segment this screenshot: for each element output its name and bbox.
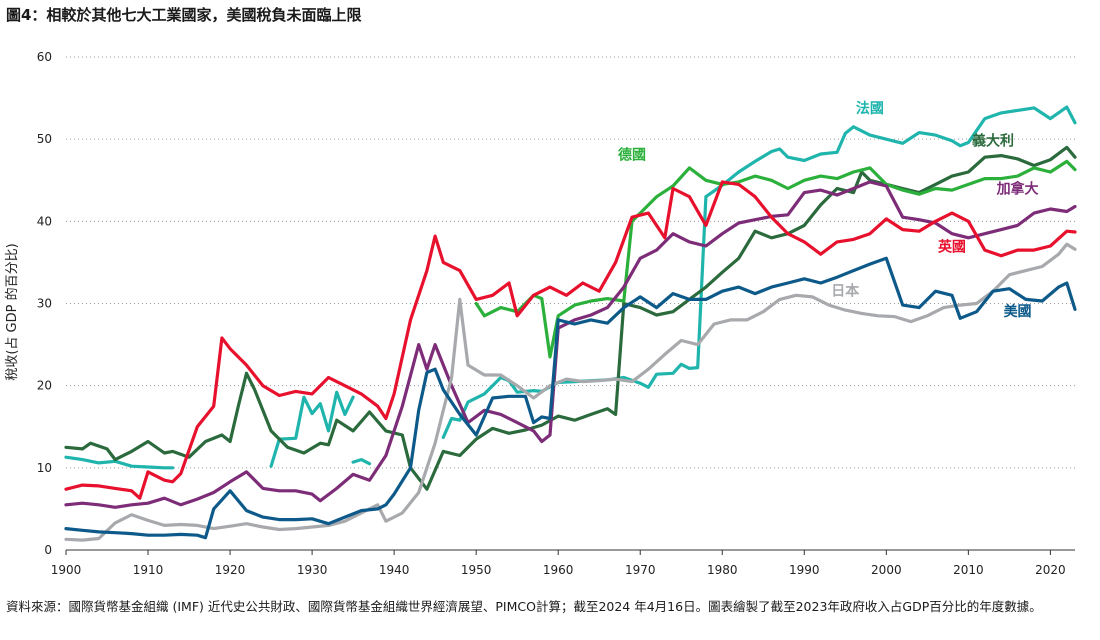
series-line-5-0	[64, 242, 1077, 542]
x-tick-label: 1910	[133, 563, 164, 577]
chart-title: 圖4：相較於其他七大工業國家，美國稅負未面臨上限	[6, 6, 362, 24]
series-label: 義大利	[972, 133, 1014, 150]
grid-lines	[66, 56, 1075, 469]
series-line-4-0	[64, 180, 1077, 500]
x-tick-label: 1930	[297, 563, 328, 577]
series-line-0-0	[64, 455, 175, 470]
y-tick-label: 50	[37, 132, 52, 146]
series-line-0-1	[269, 390, 355, 468]
y-tick-label: 60	[37, 50, 52, 64]
x-tick-label: 1900	[51, 563, 82, 577]
x-tick-label: 1970	[625, 563, 656, 577]
y-tick-label: 40	[37, 214, 52, 228]
y-tick-label: 20	[37, 379, 52, 393]
series-line-3-0	[64, 180, 1077, 509]
x-tick-label: 2010	[953, 563, 984, 577]
series-line-0-2	[351, 458, 372, 466]
y-axis-label: 稅收(占 GDP 的百分比)	[4, 243, 20, 380]
series-lines	[64, 105, 1077, 542]
y-tick-label: 30	[37, 297, 52, 311]
series-label: 英國	[937, 239, 966, 256]
x-tick-label: 1980	[707, 563, 738, 577]
x-tick-label: 1990	[789, 563, 820, 577]
x-tick-label: 1950	[461, 563, 492, 577]
series-label: 德國	[618, 147, 646, 164]
series-line-6-0	[64, 256, 1077, 540]
y-tick-label: 10	[37, 461, 52, 475]
series-label: 加拿大	[996, 180, 1039, 197]
x-tick-label: 1960	[543, 563, 574, 577]
series-line-0-3	[441, 105, 1077, 439]
series-line-2-0	[474, 159, 1077, 359]
x-tick-label: 1940	[379, 563, 410, 577]
x-tick-label: 2000	[871, 563, 902, 577]
series-label: 美國	[1004, 303, 1032, 320]
source-note: 資料來源：國際貨幣基金組織 (IMF) 近代史公共財政、國際貨幣基金組織世界經濟…	[6, 599, 1042, 614]
tax-revenue-line-chart: 0 10 20 30 40 50 60 1900 1910 1920 1930 1940 1950 196…	[4, 50, 1077, 577]
x-tick-label: 2020	[1035, 563, 1066, 577]
series-label: 法國	[856, 100, 884, 117]
series-label: 日本	[831, 282, 860, 299]
axes: 0 10 20 30 40 50 60 1900 1910 1920 1930 1940 1950 196…	[37, 50, 1075, 577]
x-tick-label: 1920	[215, 563, 246, 577]
y-tick-label: 0	[44, 543, 52, 557]
